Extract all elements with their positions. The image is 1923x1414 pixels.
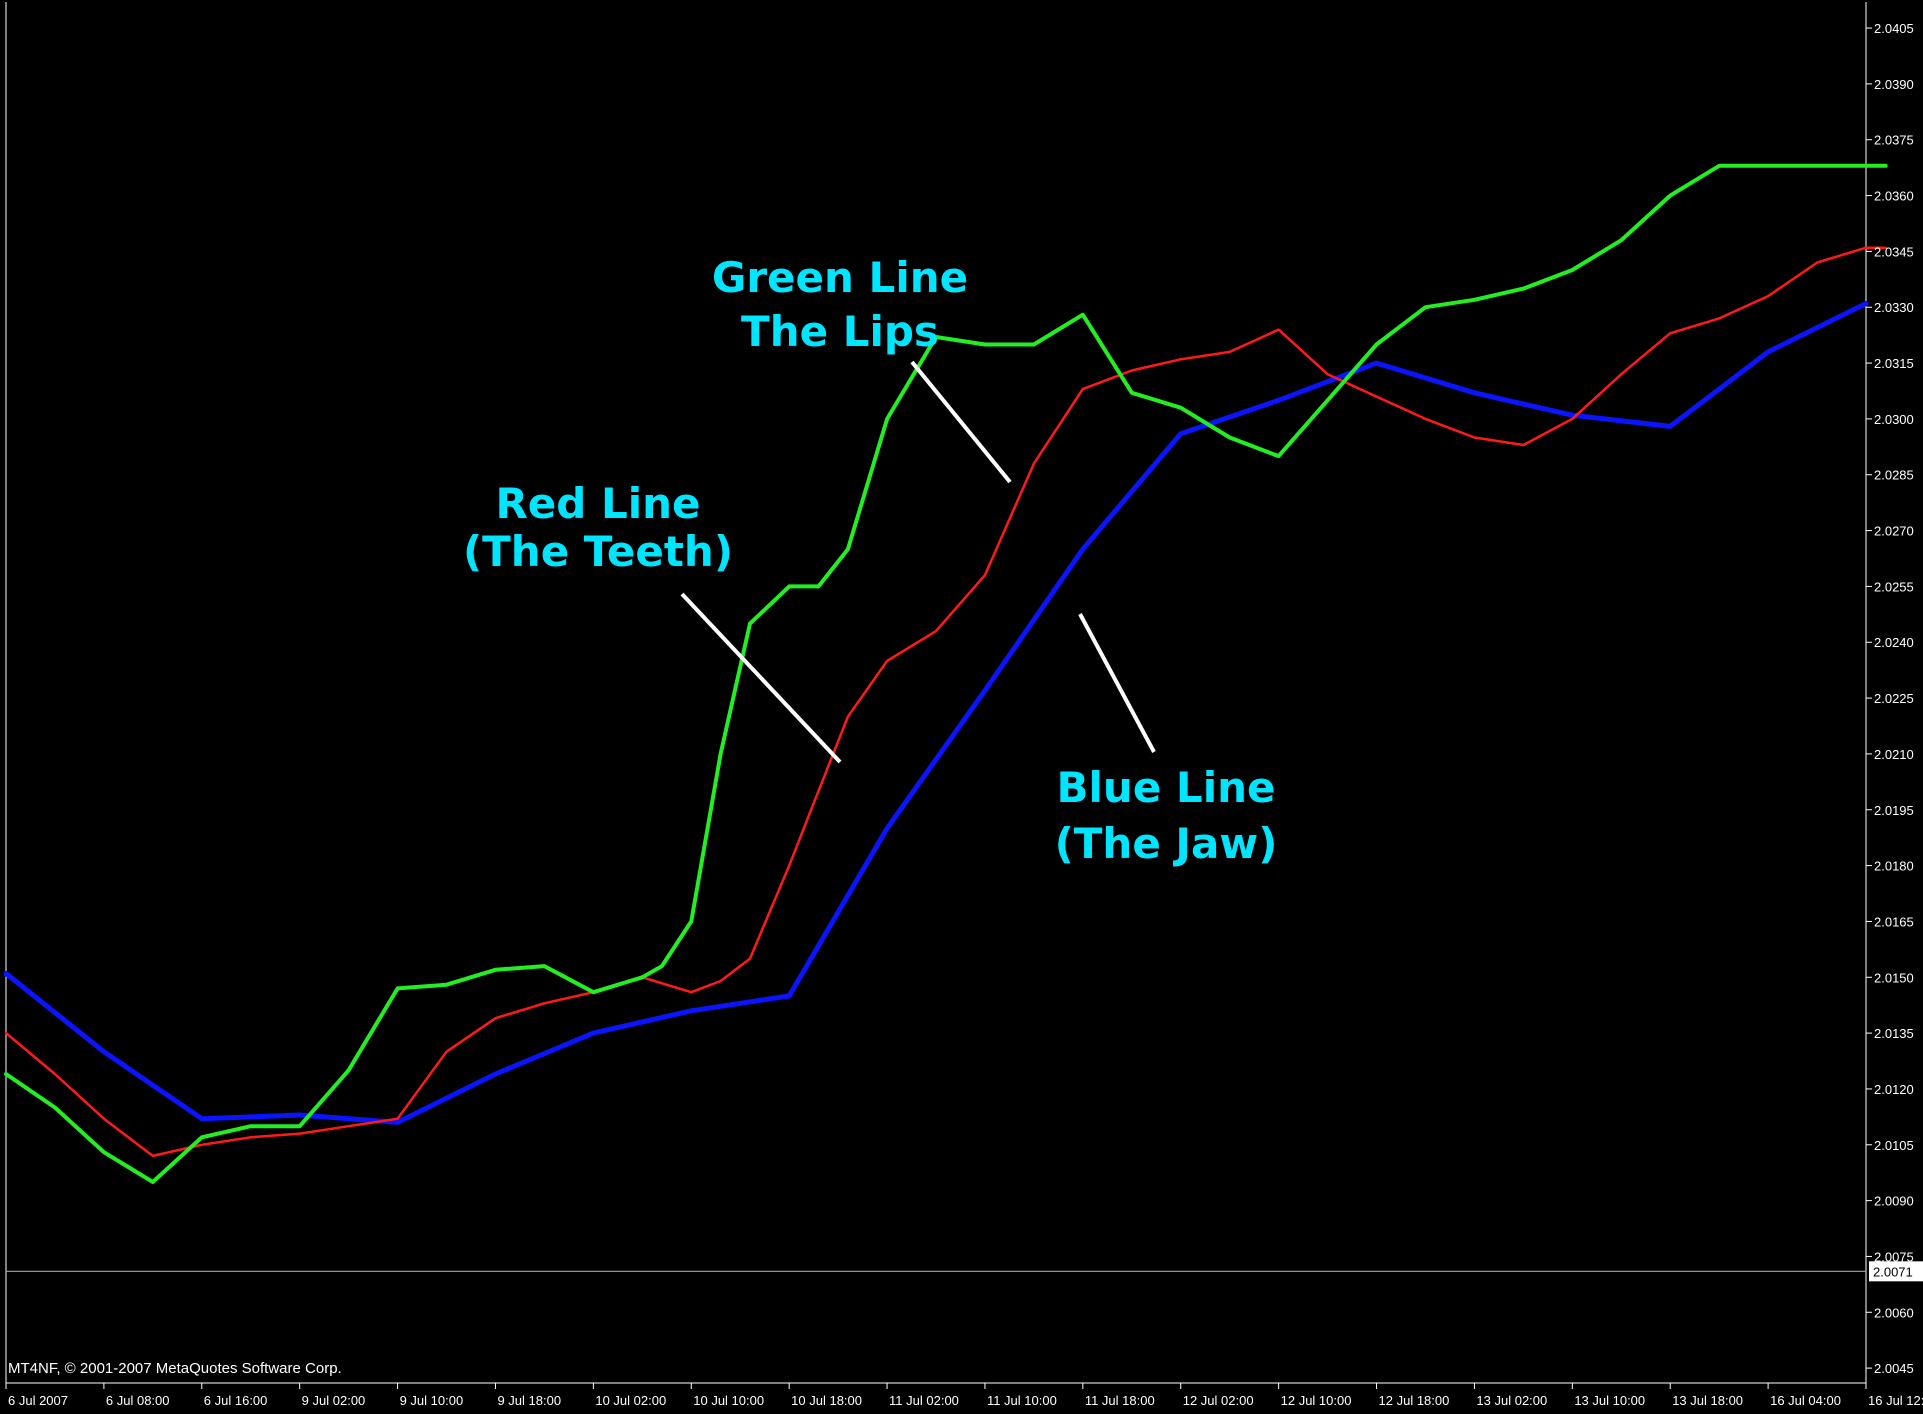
y-tick-label: 2.0225 xyxy=(1874,691,1914,706)
y-tick-label: 2.0345 xyxy=(1874,244,1914,259)
series-layer xyxy=(3,163,1888,1184)
x-tick-label: 11 Jul 18:00 xyxy=(1085,1393,1155,1408)
y-tick-label: 2.0120 xyxy=(1874,1082,1914,1097)
y-axis: 2.0405 2.0390 2.0375 2.0360 2.0345 2.0330 2.03… xyxy=(1866,21,1923,1376)
x-tick-label: 11 Jul 10:00 xyxy=(987,1393,1057,1408)
red-line-label-1: Red Line xyxy=(495,479,700,528)
y-tick-label: 2.0360 xyxy=(1874,189,1914,204)
annotation-pointers xyxy=(680,360,1156,764)
x-tick-label: 12 Jul 18:00 xyxy=(1379,1393,1450,1408)
blue-line-label-1: Blue Line xyxy=(1057,763,1276,812)
y-tick-label: 2.0240 xyxy=(1874,635,1914,650)
x-tick-label: 13 Jul 10:00 xyxy=(1574,1393,1645,1408)
y-tick-label: 2.0105 xyxy=(1874,1138,1914,1153)
x-tick-label: 13 Jul 18:00 xyxy=(1672,1393,1743,1408)
x-tick-label: 12 Jul 02:00 xyxy=(1183,1393,1254,1408)
y-tick-label: 2.0210 xyxy=(1874,747,1914,762)
y-tick-label: 2.0045 xyxy=(1874,1361,1914,1376)
x-tick-label: 16 Jul 12:00 xyxy=(1868,1393,1923,1408)
red-line-pointer xyxy=(680,592,842,764)
x-tick-label: 16 Jul 04:00 xyxy=(1770,1393,1841,1408)
y-tick-label: 2.0165 xyxy=(1874,914,1914,929)
green-line-label-1: Green Line xyxy=(712,253,968,302)
x-tick-label: 6 Jul 16:00 xyxy=(204,1393,268,1408)
plot-frame xyxy=(5,2,1867,1384)
x-tick-label: 9 Jul 02:00 xyxy=(302,1393,366,1408)
red-line-teeth xyxy=(4,246,1887,1158)
green-line-pointer xyxy=(910,360,1012,484)
blue-line-jaw xyxy=(3,301,1869,1125)
y-tick-label: 2.0090 xyxy=(1874,1194,1914,1209)
x-tick-label: 10 Jul 18:00 xyxy=(791,1393,862,1408)
green-line-label-2: The Lips xyxy=(741,307,939,356)
x-tick-label: 6 Jul 2007 xyxy=(8,1393,68,1408)
y-tick-label: 2.0405 xyxy=(1874,21,1914,36)
x-tick-label: 6 Jul 08:00 xyxy=(106,1393,170,1408)
y-tick-label: 2.0300 xyxy=(1874,412,1914,427)
blue-line-label-2: (The Jaw) xyxy=(1055,819,1278,868)
x-tick-label: 11 Jul 02:00 xyxy=(889,1393,959,1408)
current-price-label: 2.0071 xyxy=(1873,1264,1913,1279)
blue-line-pointer xyxy=(1078,613,1156,753)
y-tick-label: 2.0060 xyxy=(1874,1305,1914,1320)
x-axis: 6 Jul 2007 6 Jul 08:00 6 Jul 16:00 9 Jul 02… xyxy=(5,1383,1923,1408)
copyright-text: MT4NF, © 2001-2007 MetaQuotes Software C… xyxy=(8,1360,342,1377)
x-tick-label: 12 Jul 10:00 xyxy=(1281,1393,1352,1408)
y-tick-label: 2.0390 xyxy=(1874,77,1914,92)
x-tick-label: 10 Jul 10:00 xyxy=(693,1393,764,1408)
current-price-tag xyxy=(1869,1261,1923,1282)
x-tick-label: 9 Jul 10:00 xyxy=(400,1393,464,1408)
x-tick-label: 13 Jul 02:00 xyxy=(1476,1393,1547,1408)
y-tick-label: 2.0315 xyxy=(1874,356,1914,371)
annotation-labels: Green Line The Lips Red Line (The Teeth)… xyxy=(463,253,1277,868)
y-tick-label: 2.0180 xyxy=(1874,859,1914,874)
y-tick-label: 2.0150 xyxy=(1874,970,1914,985)
y-tick-label: 2.0330 xyxy=(1874,300,1914,315)
y-tick-label: 2.0075 xyxy=(1874,1249,1914,1264)
green-line-lips xyxy=(4,163,1888,1184)
x-tick-label: 10 Jul 02:00 xyxy=(595,1393,666,1408)
y-tick-label: 2.0195 xyxy=(1874,803,1914,818)
y-tick-label: 2.0255 xyxy=(1874,579,1914,594)
x-tick-label: 9 Jul 18:00 xyxy=(497,1393,561,1408)
y-tick-label: 2.0135 xyxy=(1874,1026,1914,1041)
y-tick-label: 2.0375 xyxy=(1874,133,1914,148)
red-line-label-2: (The Teeth) xyxy=(463,527,733,576)
y-tick-label: 2.0270 xyxy=(1874,524,1914,539)
y-tick-label: 2.0285 xyxy=(1874,468,1914,483)
